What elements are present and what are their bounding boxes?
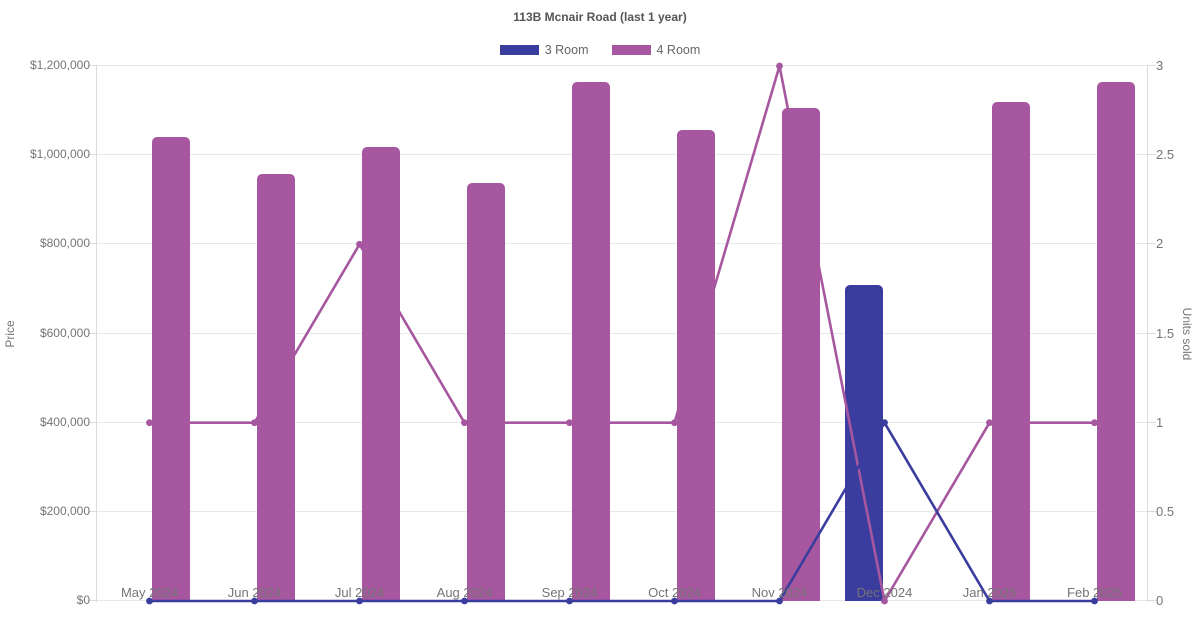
y-axis-label-units: 1 xyxy=(1156,414,1164,430)
point-4-room-units-sold-aug-2024[interactable] xyxy=(461,419,468,427)
y-axis-label-price: $600,000 xyxy=(39,325,90,340)
gridline xyxy=(97,332,1147,334)
y-axis-label-price: $0 xyxy=(76,593,90,607)
y-axis-line-left xyxy=(96,66,97,602)
x-axis-label-dec-2024: Dec 2024 xyxy=(856,585,913,600)
x-axis-label-sep-2024: Sep 2024 xyxy=(541,585,598,600)
x-axis-label-jun-2024: Jun 2024 xyxy=(227,585,282,600)
point-3-room-units-sold-aug-2024[interactable] xyxy=(461,597,468,605)
point-4-room-units-sold-may-2024[interactable] xyxy=(146,419,153,427)
bar-4-room-aug-2024[interactable] xyxy=(466,183,505,601)
y-axis-label-price: $200,000 xyxy=(39,503,90,518)
y-axis-label-units: 1.5 xyxy=(1156,325,1175,341)
line-4-room-units-sold xyxy=(149,64,1095,603)
y-axis-tick-right xyxy=(1147,600,1156,601)
point-4-room-units-sold-jan-2025[interactable] xyxy=(986,419,993,427)
point-4-room-units-sold-jul-2024[interactable] xyxy=(356,240,363,248)
point-3-room-units-sold-jan-2025[interactable] xyxy=(986,597,993,605)
y-axis-label-units: 0 xyxy=(1156,593,1164,608)
point-3-room-units-sold-dec-2024[interactable] xyxy=(881,419,888,427)
legend-swatch-3-room-icon xyxy=(499,45,539,55)
y-axis-tick-left xyxy=(88,332,97,334)
y-axis-tick-right xyxy=(1147,421,1156,423)
legend-swatch-4-room-icon xyxy=(611,45,651,55)
y-axis-label-price: $800,000 xyxy=(39,236,90,251)
point-4-room-units-sold-jun-2024[interactable] xyxy=(251,419,258,427)
line-3-room-units-sold xyxy=(149,421,1095,603)
y-axis-tick-left xyxy=(88,600,97,601)
bar-3-room-dec-2024[interactable] xyxy=(844,285,883,601)
point-4-room-units-sold-sep-2024[interactable] xyxy=(566,419,573,427)
gridline xyxy=(97,243,1147,245)
y-axis-tick-left xyxy=(88,65,97,66)
point-4-room-units-sold-dec-2024[interactable] xyxy=(881,597,888,605)
y-axis-label-units: 3 xyxy=(1156,58,1164,73)
x-axis-label-nov-2024: Nov 2024 xyxy=(751,585,808,600)
y-axis-tick-left xyxy=(88,154,97,156)
point-3-room-units-sold-oct-2024[interactable] xyxy=(671,597,678,605)
gridline xyxy=(97,154,1147,156)
y-axis-label-units: 0.5 xyxy=(1156,503,1175,519)
y-axis-label-price: $1,200,000 xyxy=(29,58,90,72)
bar-4-room-sep-2024[interactable] xyxy=(571,82,610,601)
y-axis-tick-right xyxy=(1147,65,1156,66)
y-axis-label-units: 2.5 xyxy=(1156,147,1175,163)
legend-item-3-room[interactable]: 3 Room xyxy=(499,43,589,57)
bar-4-room-oct-2024[interactable] xyxy=(676,130,715,601)
bar-4-room-jan-2025[interactable] xyxy=(991,102,1030,601)
y-axis-tick-left xyxy=(88,243,97,245)
legend-label-3-room: 3 Room xyxy=(544,43,589,57)
legend-item-4-room[interactable]: 4 Room xyxy=(611,43,701,57)
point-3-room-units-sold-feb-2025[interactable] xyxy=(1091,597,1098,605)
y-axis-tick-right xyxy=(1147,332,1156,334)
point-3-room-units-sold-nov-2024[interactable] xyxy=(776,597,783,605)
point-4-room-units-sold-oct-2024[interactable] xyxy=(671,419,678,427)
legend-label-4-room: 4 Room xyxy=(656,43,701,57)
y-axis-tick-right xyxy=(1147,243,1156,245)
y-axis-label-units: 2 xyxy=(1156,236,1164,252)
bar-4-room-may-2024[interactable] xyxy=(151,137,190,601)
y-axis-label-price: $400,000 xyxy=(39,414,90,429)
chart-title: 113B Mcnair Road (last 1 year) xyxy=(513,10,687,24)
point-3-room-units-sold-sep-2024[interactable] xyxy=(566,597,573,605)
x-axis-label-jul-2024: Jul 2024 xyxy=(334,585,385,600)
legend: 3 Room 4 Room xyxy=(0,43,1200,57)
bar-4-room-jul-2024[interactable] xyxy=(361,147,400,601)
y-axis-tick-right xyxy=(1147,510,1156,512)
point-4-room-units-sold-nov-2024[interactable] xyxy=(776,62,783,70)
x-axis-label-may-2024: May 2024 xyxy=(120,585,179,600)
line-layer xyxy=(146,62,1098,605)
y-axis-tick-left xyxy=(88,510,97,512)
point-3-room-units-sold-jul-2024[interactable] xyxy=(356,597,363,605)
gridline xyxy=(97,510,1147,512)
point-3-room-units-sold-jun-2024[interactable] xyxy=(251,597,258,605)
y-axis-tick-left xyxy=(88,421,97,423)
x-axis-label-oct-2024: Oct 2024 xyxy=(648,585,701,600)
point-3-room-units-sold-may-2024[interactable] xyxy=(146,597,153,605)
y-axis-line-right xyxy=(1147,66,1148,602)
bar-4-room-nov-2024[interactable] xyxy=(781,108,820,601)
x-axis-label-feb-2025: Feb 2025 xyxy=(1067,585,1122,600)
point-4-room-units-sold-feb-2025[interactable] xyxy=(1091,419,1098,427)
x-axis-label-jan-2025: Jan 2025 xyxy=(962,585,1017,600)
plot-area xyxy=(97,62,1147,605)
y-axis-label-price: $1,000,000 xyxy=(29,147,90,162)
bar-4-room-feb-2025[interactable] xyxy=(1096,82,1135,601)
y-axis-tick-right xyxy=(1147,154,1156,156)
x-axis-label-aug-2024: Aug 2024 xyxy=(436,585,493,600)
gridline xyxy=(97,65,1147,66)
